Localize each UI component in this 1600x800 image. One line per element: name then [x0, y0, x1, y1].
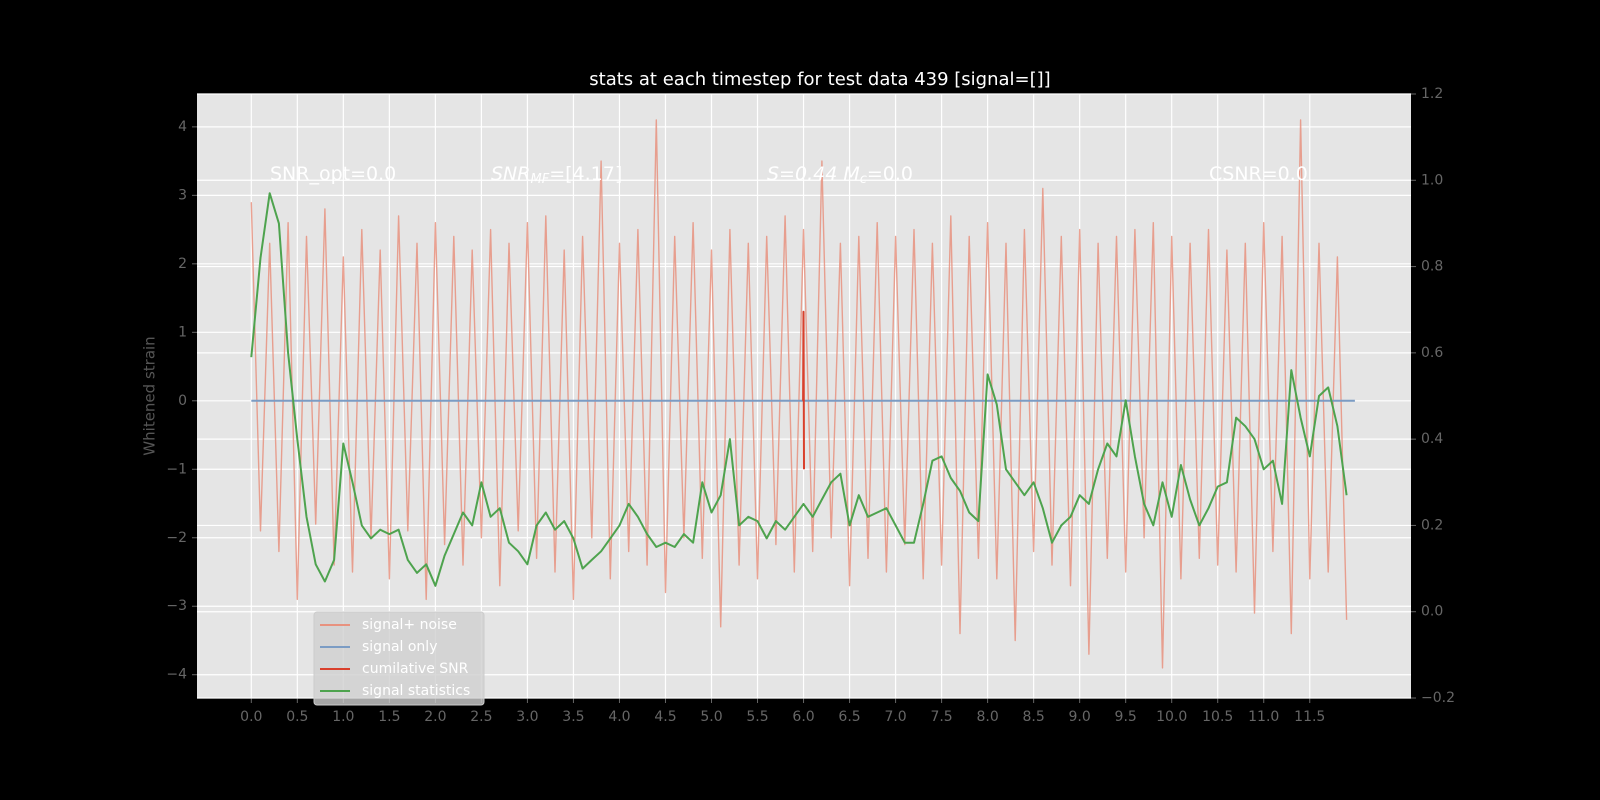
x-tick-label: 9.0: [1069, 709, 1091, 725]
legend-box: [313, 611, 485, 706]
annotation-part: S=0.44 M: [767, 163, 860, 185]
x-tick-label: 1.0: [332, 709, 354, 725]
y2-tick-label: 1.0: [1421, 172, 1443, 188]
x-tick-label: 11.0: [1248, 709, 1279, 725]
y-tick-label: −2: [166, 530, 187, 546]
y-axis-label: Whitened strain: [141, 336, 159, 455]
y-tick-label: 4: [178, 119, 187, 135]
y2-tick-label: 0.6: [1421, 345, 1443, 361]
x-tick-label: 10.5: [1202, 709, 1233, 725]
y2-tick-label: 0.0: [1421, 604, 1443, 620]
x-tick-label: 3.0: [516, 709, 538, 725]
y-tick-label: 1: [178, 324, 187, 340]
x-tick-label: 7.5: [930, 709, 952, 725]
x-tick-label: 7.0: [884, 709, 906, 725]
annotation: CSNR=0.0: [1209, 163, 1308, 185]
annotation: SNRMF=[4.17]: [491, 163, 622, 187]
series-line: [250, 192, 1348, 587]
legend-label: signal+ noise: [362, 617, 457, 633]
x-tick-label: 1.5: [378, 709, 400, 725]
y2-tick-label: 1.2: [1421, 86, 1443, 102]
legend-label: signal only: [362, 639, 437, 655]
y2-tick-label: 0.4: [1421, 431, 1443, 447]
y-tick-label: −3: [166, 598, 187, 614]
x-tick-label: 0.5: [286, 709, 308, 725]
annotation-part: CSNR=0.0: [1209, 163, 1308, 185]
annotation-part: SNR_opt=0.0: [270, 163, 396, 185]
annotation: SNR_opt=0.0: [270, 163, 396, 185]
y2-tick-label: 0.2: [1421, 517, 1443, 533]
y-tick-label: −4: [166, 667, 187, 683]
x-tick-label: 5.0: [700, 709, 722, 725]
legend-label: cumilative SNR: [362, 661, 469, 677]
annotation-part: =[4.17]: [549, 163, 622, 185]
annotation-part: c: [860, 172, 867, 187]
x-tick-label: 6.0: [792, 709, 814, 725]
x-tick-label: 4.0: [608, 709, 630, 725]
annotation-part: MF: [530, 172, 549, 187]
chart-title: stats at each timestep for test data 439…: [589, 69, 1050, 90]
x-tick-label: 3.5: [562, 709, 584, 725]
x-tick-label: 10.0: [1156, 709, 1187, 725]
y-tick-label: 0: [178, 393, 187, 409]
annotation-part: =0.0: [867, 163, 913, 185]
y-tick-label: −1: [166, 461, 187, 477]
x-tick-label: 11.5: [1294, 709, 1325, 725]
y-tick-label: 2: [178, 256, 187, 272]
y-tick-label: 3: [178, 187, 187, 203]
x-tick-label: 5.5: [746, 709, 768, 725]
x-tick-label: 8.5: [1023, 709, 1045, 725]
x-tick-label: 4.5: [654, 709, 676, 725]
x-tick-label: 0.0: [240, 709, 262, 725]
x-tick-label: 2.0: [424, 709, 446, 725]
x-tick-label: 2.5: [470, 709, 492, 725]
y2-tick-label: −0.2: [1421, 690, 1455, 706]
legend-label: signal statistics: [362, 683, 470, 699]
annotation-part: SNR: [491, 163, 530, 185]
x-tick-label: 8.0: [976, 709, 998, 725]
y2-tick-label: 0.8: [1421, 259, 1443, 275]
x-tick-label: 9.5: [1115, 709, 1137, 725]
x-tick-label: 6.5: [838, 709, 860, 725]
annotation: S=0.44 Mc=0.0: [767, 163, 913, 187]
series-line: [802, 310, 805, 470]
